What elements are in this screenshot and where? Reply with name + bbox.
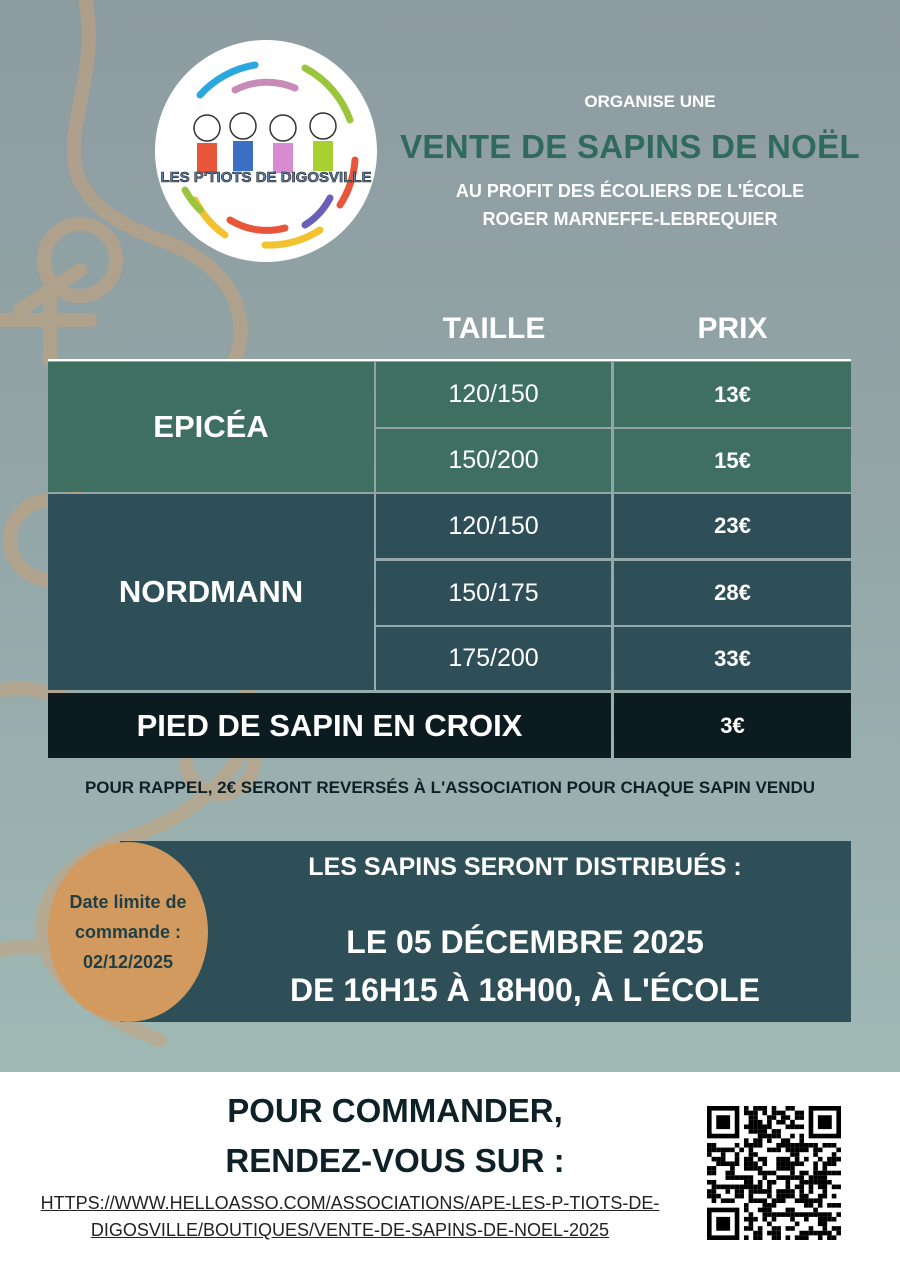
group-nordmann: NORDMANN xyxy=(48,494,374,690)
order-link-line1[interactable]: HTTPS://WWW.HELLOASSO.COM/ASSOCIATIONS/A… xyxy=(40,1193,660,1213)
distribution-box xyxy=(120,841,851,1022)
extra-item-price: 3€ xyxy=(614,693,851,758)
subtitle-line2: ROGER MARNEFFE-LEBREQUIER xyxy=(482,209,778,229)
page-title: VENTE DE SAPINS DE NOËL xyxy=(400,128,860,165)
distribution-title: LES SAPINS SERONT DISTRIBUÉS : xyxy=(308,853,742,881)
qr-code[interactable] xyxy=(707,1106,841,1240)
column-header-size: TAILLE xyxy=(442,312,546,345)
svg-text:LES P'TIOTS DE DIGOSVILLE: LES P'TIOTS DE DIGOSVILLE xyxy=(160,169,371,186)
size-cell: 120/150 xyxy=(376,362,611,427)
group-epicea: EPICÉA xyxy=(48,362,374,492)
extra-item-name: PIED DE SAPIN EN CROIX xyxy=(48,693,611,758)
order-heading-line2: RENDEZ-VOUS SUR : xyxy=(225,1142,565,1179)
deadline-label-line2: commande : xyxy=(74,922,182,942)
distribution-time: DE 16H15 À 18H00, À L'ÉCOLE xyxy=(290,972,760,1008)
organise-label: ORGANISE UNE xyxy=(584,92,716,111)
price-cell: 33€ xyxy=(614,627,851,690)
price-cell: 15€ xyxy=(614,429,851,492)
column-header-price: PRIX xyxy=(697,312,768,345)
price-cell: 23€ xyxy=(614,494,851,558)
size-cell: 150/175 xyxy=(376,561,611,625)
distribution-date: LE 05 DÉCEMBRE 2025 xyxy=(346,924,704,960)
table-top-divider xyxy=(48,359,851,361)
order-heading-line1: POUR COMMANDER, xyxy=(227,1092,563,1129)
size-cell: 120/150 xyxy=(376,494,611,558)
size-cell: 175/200 xyxy=(376,627,611,690)
deadline-label-line1: Date limite de xyxy=(69,892,187,912)
price-cell: 13€ xyxy=(614,362,851,427)
deadline-date: 02/12/2025 xyxy=(82,952,174,972)
association-logo: LES P'TIOTS DE DIGOSVILLE xyxy=(155,40,377,262)
price-cell: 28€ xyxy=(614,561,851,625)
order-link-line2[interactable]: DIGOSVILLE/BOUTIQUES/VENTE-DE-SAPINS-DE-… xyxy=(90,1220,610,1240)
size-cell: 150/200 xyxy=(376,429,611,492)
reminder-note: POUR RAPPEL, 2€ SERONT REVERSÉS À L'ASSO… xyxy=(84,778,816,797)
subtitle-line1: AU PROFIT DES ÉCOLIERS DE L'ÉCOLE xyxy=(455,181,805,201)
deadline-badge: Date limite de commande : 02/12/2025 xyxy=(48,842,208,1022)
